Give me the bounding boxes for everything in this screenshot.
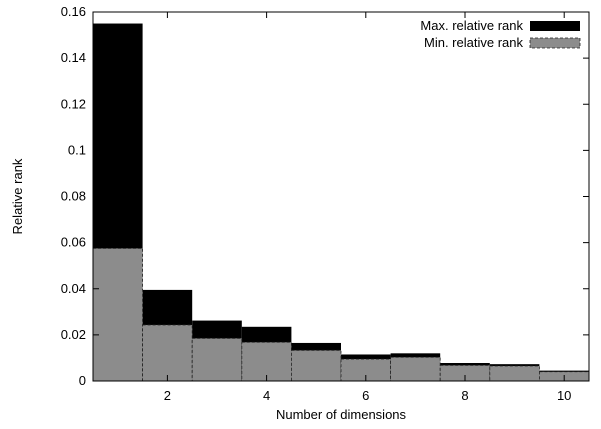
axis-ticks bbox=[93, 11, 589, 382]
y-axis-label: Relative rank bbox=[10, 158, 25, 234]
tick-labels: 0 0.02 0.04 0.06 0.08 0.1 0.12 0.14 0.16 2 4 6 8 10 bbox=[61, 4, 572, 403]
bar-min-1 bbox=[92, 247, 143, 382]
x-tick-label: 2 bbox=[164, 388, 171, 403]
min-bars bbox=[92, 247, 590, 382]
y-tick-label: 0.16 bbox=[61, 4, 86, 19]
y-tick-label: 0.08 bbox=[61, 189, 86, 204]
y-tick-label: 0.06 bbox=[61, 235, 86, 250]
y-tick-label: 0.02 bbox=[61, 327, 86, 342]
x-tick-label: 4 bbox=[263, 388, 270, 403]
bar-min-7 bbox=[390, 356, 441, 382]
bar-min-2 bbox=[142, 324, 193, 382]
legend-swatch-min bbox=[529, 37, 581, 49]
y-tick-label: 0.1 bbox=[68, 142, 86, 157]
x-axis-label: Number of dimensions bbox=[276, 407, 407, 422]
legend-label-min: Min. relative rank bbox=[424, 35, 523, 50]
x-tick-label: 6 bbox=[362, 388, 369, 403]
bar-min-9 bbox=[489, 365, 540, 382]
y-tick-label: 0.12 bbox=[61, 96, 86, 111]
y-tick-label: 0.14 bbox=[61, 50, 86, 65]
bar-min-4 bbox=[241, 341, 292, 382]
y-tick-label: 0.04 bbox=[61, 281, 86, 296]
bar-min-5 bbox=[290, 349, 342, 382]
bar-min-3 bbox=[191, 337, 243, 382]
y-tick-label: 0 bbox=[79, 373, 86, 388]
legend: Max. relative rank Min. relative rank bbox=[420, 18, 581, 50]
legend-label-max: Max. relative rank bbox=[420, 18, 523, 33]
x-tick-label: 10 bbox=[557, 388, 571, 403]
legend-swatch-max bbox=[530, 21, 580, 31]
x-tick-label: 8 bbox=[461, 388, 468, 403]
